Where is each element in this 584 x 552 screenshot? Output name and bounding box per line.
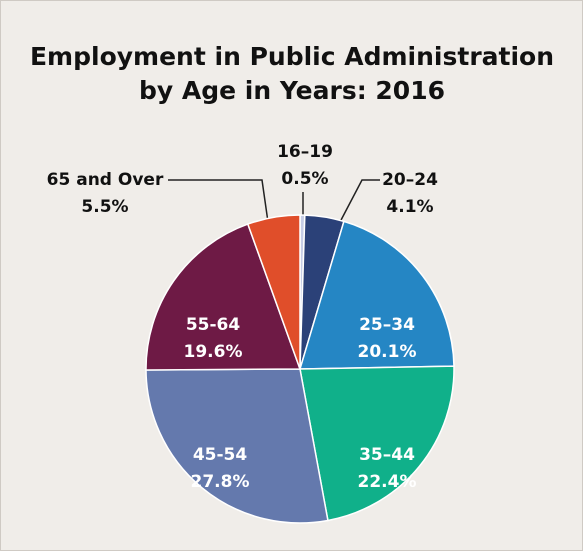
leader-line: [168, 179, 269, 223]
slice-category-label: 35–44: [359, 445, 415, 465]
slices: [145, 214, 455, 524]
pie-slice: [246, 214, 301, 370]
slice-value-label: 0.5%: [281, 169, 328, 189]
slice-value-label: 20.1%: [358, 342, 417, 362]
slice-value-label: 19.6%: [184, 342, 243, 362]
slice-category-label: 20–24: [382, 170, 438, 190]
pie-slice: [298, 220, 455, 370]
slice-category-label: 65 and Over: [47, 170, 164, 190]
slice-category-label: 55-64: [186, 315, 241, 335]
slice-category-label: 45-54: [193, 445, 248, 465]
slice-value-label: 22.4%: [358, 472, 417, 492]
slice-value-label: 5.5%: [81, 197, 128, 217]
pie-slice: [145, 223, 302, 371]
chart-title-line: by Age in Years: 2016: [139, 76, 445, 105]
pie-slice: [145, 368, 329, 524]
slice-category-label: 16–19: [277, 142, 333, 162]
leader-line: [339, 179, 380, 223]
leader-lines: [168, 179, 380, 223]
slice-value-label: 4.1%: [386, 197, 433, 217]
chart-title-line: Employment in Public Administration: [30, 42, 554, 71]
pie-slice: [299, 365, 455, 522]
slice-category-label: 25–34: [359, 315, 415, 335]
slice-value-label: 27.8%: [191, 472, 250, 492]
